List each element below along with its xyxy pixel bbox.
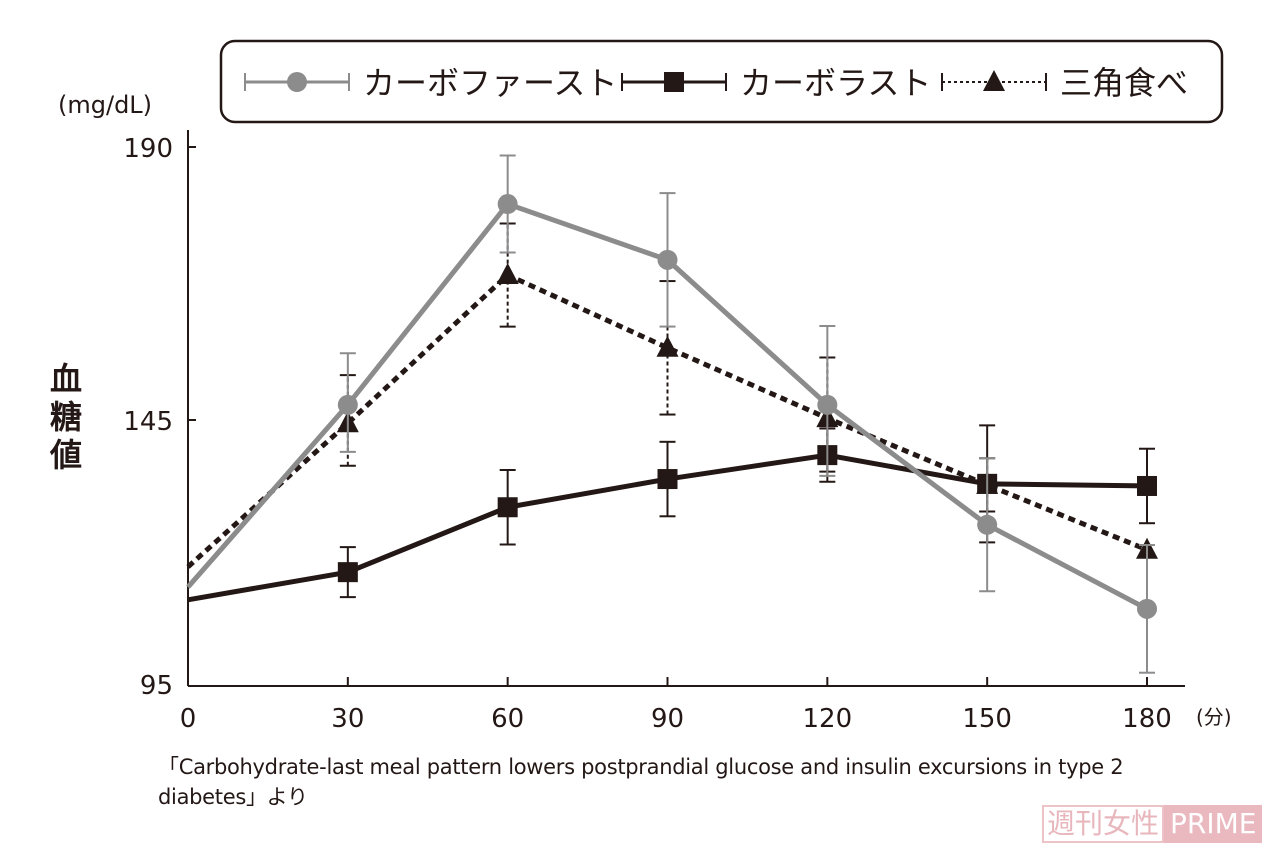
x-tick-label: 150 bbox=[962, 704, 1012, 734]
legend-item: カーボラスト bbox=[621, 64, 931, 102]
watermark-left: 週刊女性 bbox=[1042, 805, 1165, 843]
marker-circle bbox=[657, 249, 678, 270]
watermark-right: PRIME bbox=[1164, 805, 1263, 843]
y-axis-label: 血糖値 bbox=[45, 362, 83, 476]
x-tick-label: 120 bbox=[803, 704, 853, 734]
x-axis-unit: (分) bbox=[1196, 705, 1232, 729]
marker-circle bbox=[287, 72, 307, 92]
axes: 95 145 190 0 30 60 90 120 150 180 (分) bbox=[123, 130, 1232, 734]
marker-square bbox=[337, 562, 358, 583]
marker-circle bbox=[977, 514, 998, 535]
watermark-logo: 週刊女性 PRIME bbox=[1042, 805, 1263, 843]
marker-triangle bbox=[496, 263, 519, 285]
y-tick-label: 145 bbox=[123, 407, 173, 437]
x-tick-label: 30 bbox=[331, 704, 364, 734]
marker-square bbox=[657, 469, 678, 490]
series-layer bbox=[186, 154, 1158, 674]
source-citation: 「Carbohydrate-last meal pattern lowers p… bbox=[158, 755, 1124, 809]
legend-item: 三角食べ bbox=[941, 64, 1188, 102]
x-tick-label: 180 bbox=[1122, 704, 1172, 734]
marker-circle bbox=[497, 194, 518, 215]
legend-label: カーボファースト bbox=[363, 64, 617, 102]
marker-triangle bbox=[656, 335, 679, 357]
marker-circle bbox=[1137, 598, 1157, 619]
series-0 bbox=[186, 154, 1157, 674]
legend: カーボファースト カーボラスト 三角食べ bbox=[244, 64, 1188, 102]
legend-label: 三角食べ bbox=[1060, 64, 1188, 102]
marker-square bbox=[497, 497, 518, 518]
marker-square bbox=[664, 72, 684, 92]
marker-square bbox=[1137, 475, 1157, 496]
marker-circle bbox=[337, 394, 358, 415]
y-tick-label: 95 bbox=[140, 671, 173, 701]
x-tick-label: 90 bbox=[651, 704, 684, 734]
legend-item: カーボファースト bbox=[244, 64, 617, 102]
x-tick-label: 0 bbox=[180, 704, 197, 734]
x-tick-label: 60 bbox=[491, 704, 524, 734]
marker-circle bbox=[817, 394, 838, 415]
legend-label: カーボラスト bbox=[740, 64, 931, 102]
series-1 bbox=[187, 424, 1157, 603]
marker-triangle bbox=[983, 70, 1005, 91]
y-tick-label: 190 bbox=[123, 134, 173, 164]
y-unit: (mg/dL) bbox=[58, 91, 152, 119]
